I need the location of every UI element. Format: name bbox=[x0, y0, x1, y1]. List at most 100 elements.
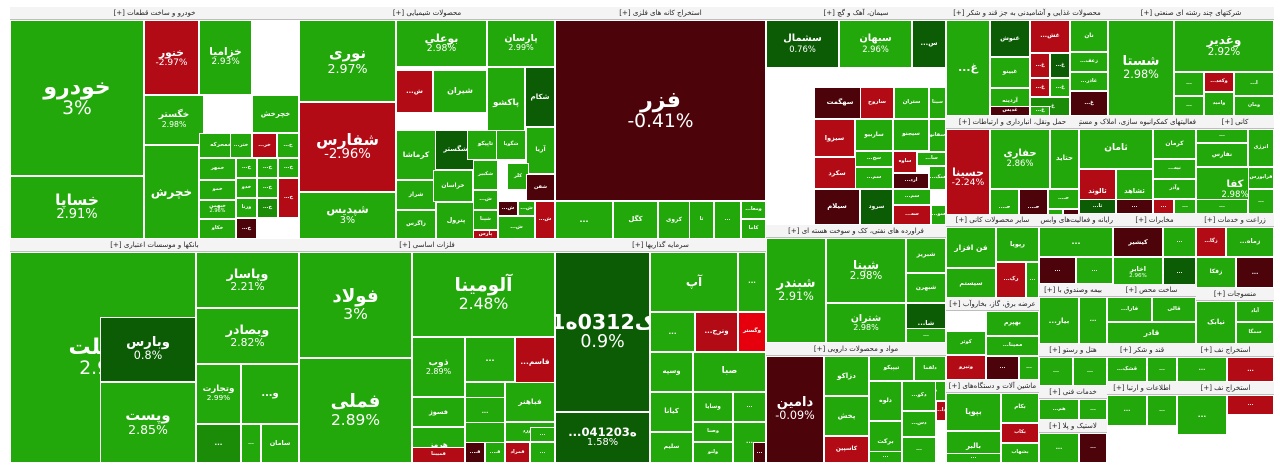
stock-tile[interactable]: فزر -0.41% bbox=[555, 20, 766, 201]
stock-tile[interactable]: وبارس 0.8% bbox=[100, 317, 196, 382]
stock-tile[interactable]: سکرد bbox=[814, 157, 860, 189]
stock-tile[interactable]: سیلام bbox=[814, 189, 860, 225]
stock-tile[interactable]: کرمان bbox=[1153, 129, 1196, 159]
stock-tile[interactable]: سرود bbox=[860, 189, 893, 225]
stock-tile[interactable]: ...هم bbox=[1039, 399, 1079, 420]
stock-tile[interactable]: ...غاذر bbox=[1070, 72, 1108, 91]
stock-tile[interactable]: ...فـ bbox=[485, 442, 505, 463]
stock-tile[interactable]: شگویا bbox=[496, 130, 526, 160]
sector-header[interactable]: فعالیتهای کمکی به نهادها [+] bbox=[1153, 116, 1196, 129]
stock-tile[interactable]: ...ش bbox=[518, 201, 535, 216]
sector-header[interactable]: استخراج نف [+] bbox=[1177, 344, 1274, 357]
stock-tile[interactable]: ... bbox=[1073, 357, 1107, 386]
stock-tile[interactable]: نیابک bbox=[1196, 301, 1236, 344]
stock-tile[interactable]: شراز bbox=[396, 180, 436, 210]
stock-tile[interactable]: غدیس bbox=[990, 106, 1030, 116]
stock-tile[interactable]: ...ومعا bbox=[741, 201, 766, 219]
stock-tile[interactable]: ... bbox=[1153, 199, 1174, 214]
stock-tile[interactable]: خمو bbox=[199, 180, 236, 200]
stock-tile[interactable]: ... bbox=[869, 451, 902, 463]
stock-tile[interactable]: شبریز bbox=[906, 238, 946, 273]
stock-tile[interactable]: ... bbox=[733, 392, 766, 422]
stock-tile[interactable]: ...فارا bbox=[1107, 297, 1152, 322]
stock-tile[interactable]: بهپرم bbox=[986, 311, 1039, 336]
stock-tile[interactable]: آریا bbox=[526, 127, 555, 174]
stock-tile[interactable]: ...ش bbox=[498, 201, 518, 216]
stock-tile[interactable]: خزامیا 2.93% bbox=[199, 20, 252, 95]
stock-tile[interactable]: ... bbox=[1116, 199, 1153, 214]
stock-tile[interactable]: ... bbox=[1236, 257, 1274, 288]
sector-header[interactable]: هتل و رستو [+] bbox=[1039, 344, 1107, 357]
stock-tile[interactable]: ... bbox=[1163, 257, 1196, 288]
stock-tile[interactable]: حتاید bbox=[1050, 129, 1079, 189]
stock-tile[interactable]: فن افزار bbox=[946, 227, 996, 268]
stock-tile[interactable]: شیران bbox=[433, 70, 487, 113]
stock-tile[interactable]: ...ش bbox=[473, 190, 498, 210]
stock-tile[interactable]: سلیم bbox=[650, 432, 693, 463]
stock-tile[interactable]: ساربیو bbox=[855, 119, 893, 151]
sector-header[interactable]: ساخت محص [+] bbox=[1107, 284, 1196, 297]
sector-header[interactable]: سایر محصولات کانی [+] bbox=[946, 214, 1039, 227]
stock-tile[interactable]: خکاو bbox=[199, 219, 236, 239]
stock-tile[interactable]: ... bbox=[1174, 199, 1196, 214]
stock-tile[interactable]: شبندر 2.91% bbox=[766, 238, 826, 343]
stock-tile[interactable]: ...ارد bbox=[893, 173, 929, 189]
stock-tile[interactable]: ... bbox=[1039, 433, 1079, 463]
stock-tile[interactable]: قالی bbox=[1152, 297, 1196, 322]
stock-tile[interactable]: سشمال 0.76% bbox=[766, 20, 839, 68]
stock-tile[interactable]: سرک0312ه01پ0.9% bbox=[555, 252, 650, 412]
stock-tile[interactable]: خنور -2.97% bbox=[144, 20, 199, 95]
stock-tile[interactable]: سبهان 2.96% bbox=[839, 20, 912, 68]
stock-tile[interactable]: فمراد bbox=[505, 442, 530, 463]
stock-tile[interactable]: دامین -0.09% bbox=[766, 356, 824, 463]
stock-tile[interactable]: شستا 2.98% bbox=[1108, 20, 1174, 116]
stock-tile[interactable]: ... bbox=[465, 337, 515, 382]
sector-header[interactable]: رایانه و فعالیت‌های وابس [+] bbox=[1039, 214, 1113, 227]
stock-tile[interactable]: ...خر bbox=[252, 133, 277, 158]
stock-tile[interactable]: شکبیر bbox=[473, 160, 498, 190]
stock-tile[interactable]: غنوش bbox=[990, 20, 1030, 57]
stock-tile[interactable]: آباد bbox=[1236, 301, 1274, 322]
stock-tile[interactable]: دلوه bbox=[869, 381, 902, 421]
stock-tile[interactable]: سهگمت bbox=[814, 87, 866, 119]
stock-tile[interactable]: ... bbox=[555, 201, 613, 239]
stock-tile[interactable]: ...نیه bbox=[1153, 159, 1196, 179]
stock-tile[interactable]: کرماشا bbox=[396, 130, 436, 180]
stock-tile[interactable]: تا bbox=[689, 201, 714, 239]
stock-tile[interactable]: وآذر bbox=[1153, 179, 1196, 199]
stock-tile[interactable]: وپست 2.85% bbox=[100, 382, 196, 463]
stock-tile[interactable]: ... bbox=[530, 427, 555, 442]
stock-tile[interactable]: ... bbox=[1227, 357, 1274, 382]
stock-tile[interactable]: ... bbox=[902, 437, 936, 463]
stock-tile[interactable]: پخش bbox=[824, 396, 869, 436]
stock-tile[interactable]: وتجارت 2.99% bbox=[196, 364, 241, 424]
stock-tile[interactable]: ...غ bbox=[1030, 78, 1050, 97]
stock-tile[interactable]: ... bbox=[1196, 129, 1248, 143]
stock-tile[interactable]: بشهاب bbox=[1001, 443, 1039, 463]
stock-tile[interactable]: صبا bbox=[693, 352, 766, 392]
stock-tile[interactable]: ...0412ه03 1.58% bbox=[555, 412, 650, 463]
stock-tile[interactable]: ...خ bbox=[257, 178, 278, 198]
stock-tile[interactable]: ...زگا bbox=[1196, 227, 1226, 257]
stock-tile[interactable]: شپنا bbox=[473, 210, 498, 230]
stock-tile[interactable]: فملی 2.89% bbox=[299, 358, 412, 463]
stock-tile[interactable]: تیپیکو bbox=[869, 356, 914, 381]
stock-tile[interactable]: وامید bbox=[1204, 92, 1234, 116]
stock-tile[interactable]: ... bbox=[1248, 189, 1274, 214]
stock-tile[interactable]: بپویا bbox=[946, 393, 1001, 431]
sector-header[interactable]: مخابرات [+] bbox=[1113, 214, 1196, 227]
sector-header[interactable]: فراورده های نفتی، کک و سوخت هسته ای [+] bbox=[766, 225, 946, 238]
sector-header[interactable]: زراعت و خدمات [+] bbox=[1196, 214, 1274, 227]
stock-tile[interactable]: ...خ bbox=[257, 198, 278, 218]
stock-tile[interactable]: شپدیس 3% bbox=[299, 192, 396, 239]
stock-tile[interactable]: کیانا bbox=[650, 392, 693, 432]
stock-tile[interactable]: قادر bbox=[1107, 322, 1196, 344]
stock-tile[interactable]: ... bbox=[986, 356, 1019, 380]
stock-tile[interactable]: ... bbox=[1174, 72, 1204, 96]
sector-header[interactable]: خدمات فنی [+] bbox=[1039, 386, 1107, 399]
stock-tile[interactable]: ...ختر bbox=[230, 133, 252, 158]
stock-tile[interactable]: ساوه bbox=[893, 151, 917, 173]
sector-header[interactable]: کانی [+] bbox=[1196, 116, 1274, 129]
stock-tile[interactable]: ...سم bbox=[893, 189, 931, 205]
stock-tile[interactable]: شفارس -2.96% bbox=[299, 102, 396, 192]
